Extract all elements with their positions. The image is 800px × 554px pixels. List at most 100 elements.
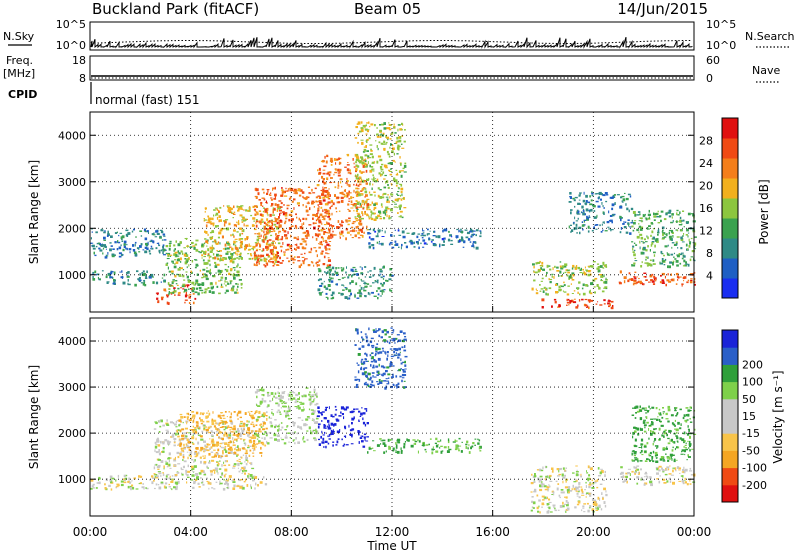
data-cell <box>324 203 328 206</box>
data-cell <box>671 242 675 244</box>
data-cell <box>402 235 406 239</box>
data-cell <box>589 467 593 471</box>
data-cell <box>322 237 324 240</box>
data-cell <box>602 205 604 208</box>
data-cell <box>301 409 304 412</box>
data-cell <box>362 445 366 448</box>
data-cell <box>318 200 322 202</box>
data-cell <box>245 209 248 212</box>
data-cell <box>254 432 256 436</box>
data-cell <box>361 161 365 165</box>
data-cell <box>234 291 237 294</box>
data-cell <box>326 196 329 198</box>
data-cell <box>341 185 343 188</box>
data-cell <box>175 280 178 282</box>
data-cell <box>212 241 215 243</box>
data-cell <box>195 411 199 415</box>
data-cell <box>657 230 660 233</box>
data-cell <box>559 496 561 499</box>
data-cell <box>289 187 292 190</box>
data-cell <box>373 161 376 163</box>
data-cell <box>276 411 278 414</box>
data-cell <box>169 421 173 424</box>
data-cell <box>317 209 320 212</box>
data-cell <box>675 432 678 434</box>
data-cell <box>157 301 159 303</box>
data-cell <box>358 130 362 133</box>
data-cell <box>400 190 403 194</box>
data-cell <box>339 429 341 432</box>
data-cell <box>403 332 406 335</box>
data-cell <box>292 431 295 435</box>
data-cell <box>314 393 317 396</box>
data-cell <box>361 440 364 443</box>
data-cell <box>255 224 258 228</box>
data-cell <box>317 406 320 409</box>
data-cell <box>320 236 324 239</box>
data-cell <box>401 339 405 343</box>
data-cell <box>381 229 383 232</box>
data-cell <box>239 448 241 452</box>
data-cell <box>397 438 401 441</box>
data-cell <box>422 234 426 237</box>
data-cell <box>536 261 541 264</box>
data-cell <box>571 267 574 270</box>
data-cell <box>206 267 208 269</box>
data-cell <box>576 232 578 234</box>
data-cell <box>354 376 357 378</box>
data-cell <box>430 241 433 243</box>
data-cell <box>187 244 189 248</box>
data-cell <box>363 289 367 292</box>
data-cell <box>372 174 374 177</box>
data-cell <box>387 138 389 141</box>
data-cell <box>278 221 281 224</box>
data-cell <box>150 248 152 250</box>
data-cell <box>397 124 401 126</box>
data-cell <box>682 475 684 478</box>
data-cell <box>366 225 368 229</box>
data-cell <box>228 272 231 276</box>
data-cell <box>92 275 94 279</box>
data-cell <box>258 232 261 235</box>
data-cell <box>337 187 340 189</box>
data-cell <box>422 230 425 232</box>
data-cell <box>351 237 354 239</box>
data-cell <box>182 449 184 452</box>
data-cell <box>163 467 165 470</box>
data-cell <box>385 135 387 138</box>
data-cell <box>421 444 425 446</box>
data-cell <box>541 483 545 486</box>
data-cell <box>314 394 318 397</box>
data-cell <box>572 197 575 200</box>
data-cell <box>191 474 195 477</box>
data-cell <box>370 214 372 216</box>
data-cell <box>206 415 209 418</box>
data-cell <box>398 205 401 208</box>
data-cell <box>158 458 160 460</box>
data-cell <box>209 236 212 239</box>
noise-search-trace <box>90 40 692 44</box>
data-cell <box>317 268 321 270</box>
data-cell <box>686 221 689 224</box>
data-cell <box>105 478 108 481</box>
data-cell <box>562 290 564 292</box>
data-cell <box>373 376 377 378</box>
data-cell <box>162 447 165 450</box>
data-cell <box>604 264 607 266</box>
data-cell <box>218 292 221 295</box>
data-cell <box>232 440 234 444</box>
data-cell <box>171 272 174 275</box>
data-cell <box>186 446 189 448</box>
data-cell <box>214 471 216 474</box>
data-cell <box>259 452 263 454</box>
data-cell <box>357 430 360 433</box>
data-cell <box>305 243 308 246</box>
data-cell <box>546 287 548 291</box>
data-cell <box>243 438 246 441</box>
data-cell <box>219 445 221 447</box>
data-cell <box>101 244 104 247</box>
data-cell <box>289 391 292 394</box>
data-cell <box>471 445 474 448</box>
data-cell <box>357 179 360 183</box>
